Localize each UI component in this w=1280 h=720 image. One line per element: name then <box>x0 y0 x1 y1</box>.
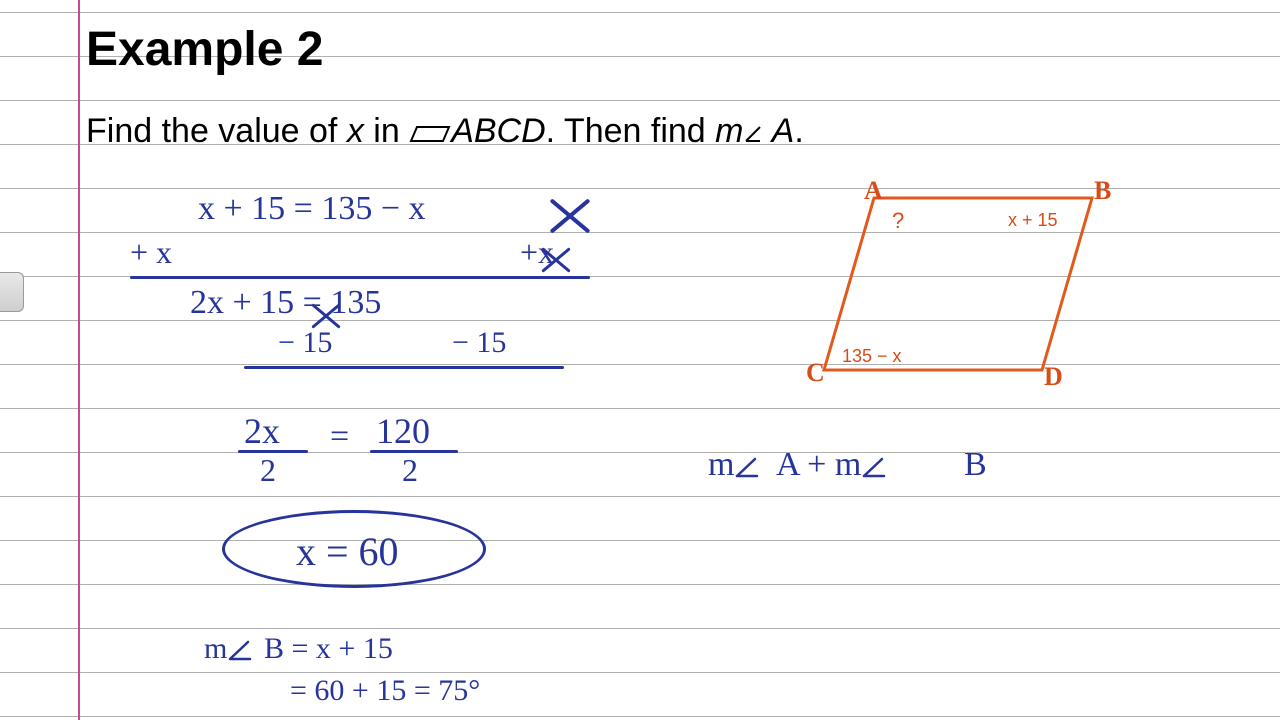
hand-rule1 <box>130 276 590 279</box>
hand-mA-m1: m <box>708 446 760 484</box>
hand-denom-right: 2 <box>402 452 418 489</box>
hand-mB-calc: = 60 + 15 = 75° <box>290 674 480 708</box>
hand-eq3-left: 2x <box>244 410 280 452</box>
hand-eq3-equals: = <box>330 418 349 456</box>
hand-plusx-right: +x <box>520 234 554 271</box>
rule-line <box>0 540 1280 541</box>
problem-mid: in <box>364 112 409 150</box>
hand-eq3-right: 120 <box>376 410 430 452</box>
hand-mA-B: B <box>964 446 987 484</box>
rule-line <box>0 584 1280 585</box>
hand-minus15-left: − 15 <box>278 326 332 360</box>
hand-denom-left: 2 <box>260 452 276 489</box>
vertex-label-A: A <box>864 176 883 206</box>
hand-mB-m-text: m <box>204 632 227 665</box>
hand-minus15-right: − 15 <box>452 326 506 360</box>
hand-eq2: 2x + 15 = 135 <box>190 284 381 322</box>
problem-prefix: Find the value of <box>86 112 347 150</box>
angle-icon <box>861 450 887 474</box>
rule-line <box>0 716 1280 717</box>
angle-icon <box>743 114 763 134</box>
rule-line <box>0 672 1280 673</box>
toolbar-stub[interactable] <box>0 272 24 312</box>
rule-line <box>0 100 1280 101</box>
problem-statement: Find the value of x in ABCD. Then find m… <box>86 112 804 151</box>
problem-var: x <box>347 112 364 150</box>
vertex-label-B: B <box>1094 176 1111 206</box>
hand-plusx-left: + x <box>130 234 172 271</box>
angle-C-expr: 135 − x <box>842 346 902 367</box>
problem-shape-name: ABCD <box>451 112 545 150</box>
hand-mB-m: m <box>204 632 253 666</box>
angle-icon <box>227 636 253 660</box>
example-title: Example 2 <box>86 22 323 77</box>
rule-line <box>0 496 1280 497</box>
angle-B-expr: x + 15 <box>1008 210 1058 231</box>
hand-mB-rest: B = x + 15 <box>264 632 393 666</box>
vertex-label-D: D <box>1044 362 1063 392</box>
angle-A-question: ? <box>892 208 904 234</box>
rule-line <box>0 452 1280 453</box>
parallelogram-diagram: A B C D ? x + 15 135 − x <box>812 180 1112 390</box>
parallelogram-icon <box>409 114 451 134</box>
hand-mA-A-text: A + m <box>776 446 861 483</box>
hand-mA-m1-text: m <box>708 446 734 483</box>
problem-angle-vertex: A <box>763 112 794 150</box>
hand-eq1: x + 15 = 135 − x <box>198 190 426 228</box>
problem-suffix1: . Then find <box>546 112 716 150</box>
rule-line <box>0 628 1280 629</box>
hand-answer: x = 60 <box>296 528 399 575</box>
problem-suffix2: . <box>794 112 803 150</box>
margin-line <box>78 0 80 720</box>
rule-line <box>0 408 1280 409</box>
angle-icon <box>734 450 760 474</box>
hand-rule2 <box>244 366 564 369</box>
problem-m: m <box>715 112 743 150</box>
rule-line <box>0 12 1280 13</box>
vertex-label-C: C <box>806 358 825 388</box>
hand-mA-A: A + m <box>776 446 887 484</box>
